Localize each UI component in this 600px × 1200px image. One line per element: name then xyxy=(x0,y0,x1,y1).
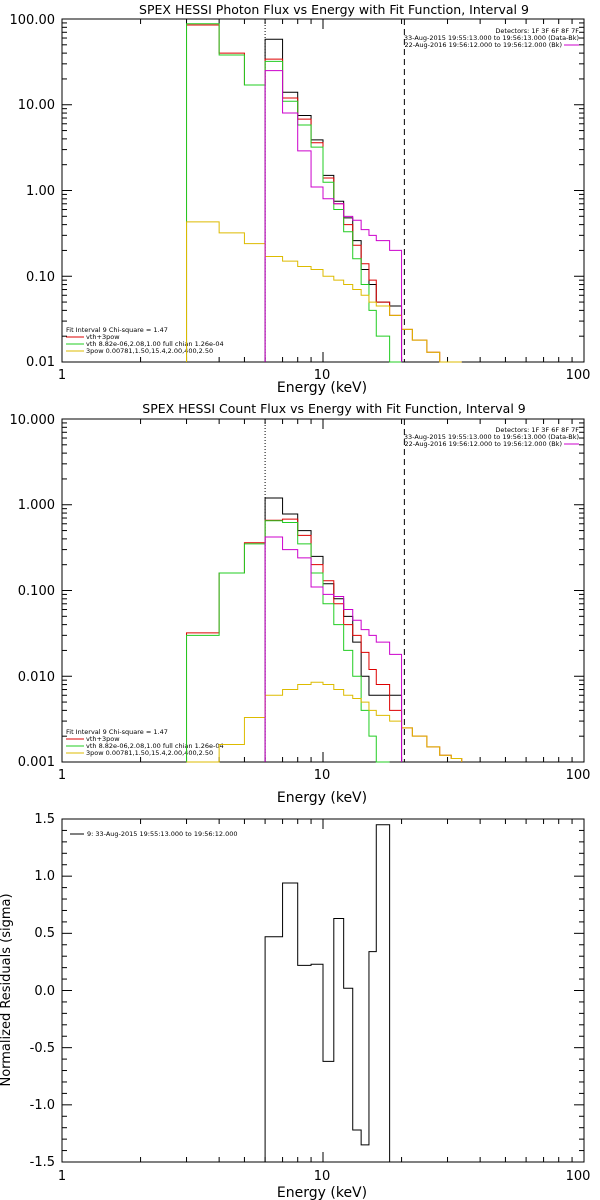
photon-flux-legend-3pow: 3pow 0.00781,1.50,15.4,2.00,400,2.50 xyxy=(86,347,213,355)
count-flux-ytick-0.100: 0.100 xyxy=(18,584,55,599)
photon-flux-xtick-10: 10 xyxy=(314,368,331,383)
count-flux-xtick-10: 10 xyxy=(314,768,331,783)
count-flux-ytick-10.000: 10.000 xyxy=(10,413,56,428)
count-flux-ytick-0.010: 0.010 xyxy=(18,670,55,685)
count-flux-legend-fit: Fit Interval 9 Chi-square = 1.47 xyxy=(66,728,168,736)
photon-flux-xtick-1: 1 xyxy=(58,368,66,383)
count-flux-legend-vth3pow: vth+3pow xyxy=(86,735,120,743)
count-flux-xlabel: Energy (keV) xyxy=(277,790,367,806)
count-flux-ytick-0.001: 0.001 xyxy=(18,755,55,770)
count-flux-legend-3pow: 3pow 0.00781,1.50,15.4,2.00,400,2.50 xyxy=(86,749,213,757)
photon-flux-legend-vth: vth 8.82e-06,2.08,1.00 full chian 1.26e-… xyxy=(86,340,224,348)
count-flux-series-4 xyxy=(264,536,403,762)
photon-flux-ytick-1.00: 1.00 xyxy=(26,184,55,199)
photon-flux-legend-fit: Fit Interval 9 Chi-square = 1.47 xyxy=(66,326,168,334)
photon-flux-series-3 xyxy=(186,221,462,363)
photon-flux-legend-interval-data: 33-Aug-2015 19:55:13.000 to 19:56:13.000… xyxy=(404,34,579,42)
count-flux-legend-interval-bk: 22-Aug-2016 19:56:12.000 to 19:56:12.000… xyxy=(405,440,562,448)
residuals-ytick-0.0: 0.0 xyxy=(34,984,55,999)
count-flux-ytick-1.000: 1.000 xyxy=(18,498,55,513)
count-flux-legend-interval-data: 33-Aug-2015 19:55:13.000 to 19:56:13.000… xyxy=(404,433,579,441)
residuals-ytick--1.5: -1.5 xyxy=(30,1155,55,1170)
count-flux-xtick-1: 1 xyxy=(58,768,66,783)
photon-flux-series-4 xyxy=(264,70,403,362)
residuals-ytick--0.5: -0.5 xyxy=(30,1041,55,1056)
residuals-panel: Energy (keV) Normalized Residuals (sigma… xyxy=(0,812,590,1200)
residuals-legend-label: 9: 33-Aug-2015 19:55:13.000 to 19:56:12.… xyxy=(87,830,238,838)
photon-flux-legend-detectors: Detectors: 1F 3F 6F 8F 7F xyxy=(495,27,579,35)
photon-flux-series-2 xyxy=(186,23,402,363)
residuals-xtick-10: 10 xyxy=(314,1169,331,1184)
photon-flux-title: SPEX HESSI Photon Flux vs Energy with Fi… xyxy=(139,2,529,17)
photon-flux-panel: SPEX HESSI Photon Flux vs Energy with Fi… xyxy=(10,2,591,396)
photon-flux-ytick-0.01: 0.01 xyxy=(26,355,55,370)
count-flux-series-2 xyxy=(186,520,390,763)
count-flux-xtick-100: 100 xyxy=(566,768,591,783)
count-flux-legend-detectors: Detectors: 1F 3F 6F 8F 7F xyxy=(495,426,579,434)
residuals-ytick-1.5: 1.5 xyxy=(34,812,55,827)
photon-flux-ytick-0.10: 0.10 xyxy=(26,270,55,285)
photon-flux-ytick-10.00: 10.00 xyxy=(18,98,55,113)
residuals-ytick-0.5: 0.5 xyxy=(34,926,55,941)
photon-flux-legend-interval-bk: 22-Aug-2016 19:56:12.000 to 19:56:12.000… xyxy=(405,41,562,49)
residuals-ylabel: Normalized Residuals (sigma) xyxy=(0,893,14,1086)
count-flux-legend-vth: vth 8.82e-06,2.08,1.00 full chian 1.26e-… xyxy=(86,742,224,750)
count-flux-series-1 xyxy=(186,518,463,762)
photon-flux-ytick-100.00: 100.00 xyxy=(10,13,56,28)
photon-flux-series-1 xyxy=(186,24,462,363)
residuals-ytick-1.0: 1.0 xyxy=(34,869,55,884)
photon-flux-xlabel: Energy (keV) xyxy=(277,380,367,396)
count-flux-series-0 xyxy=(264,497,403,762)
residuals-xtick-1: 1 xyxy=(58,1169,66,1184)
residuals-series-0 xyxy=(264,824,391,1162)
count-flux-title: SPEX HESSI Count Flux vs Energy with Fit… xyxy=(142,401,525,416)
residuals-ytick--1.0: -1.0 xyxy=(30,1098,55,1113)
residuals-xtick-100: 100 xyxy=(566,1169,591,1184)
count-flux-panel: SPEX HESSI Count Flux vs Energy with Fit… xyxy=(10,401,591,806)
photon-flux-legend-vth3pow: vth+3pow xyxy=(86,333,120,341)
count-flux-series-3 xyxy=(186,681,463,763)
photon-flux-xtick-100: 100 xyxy=(566,368,591,383)
residuals-xlabel: Energy (keV) xyxy=(277,1185,367,1200)
